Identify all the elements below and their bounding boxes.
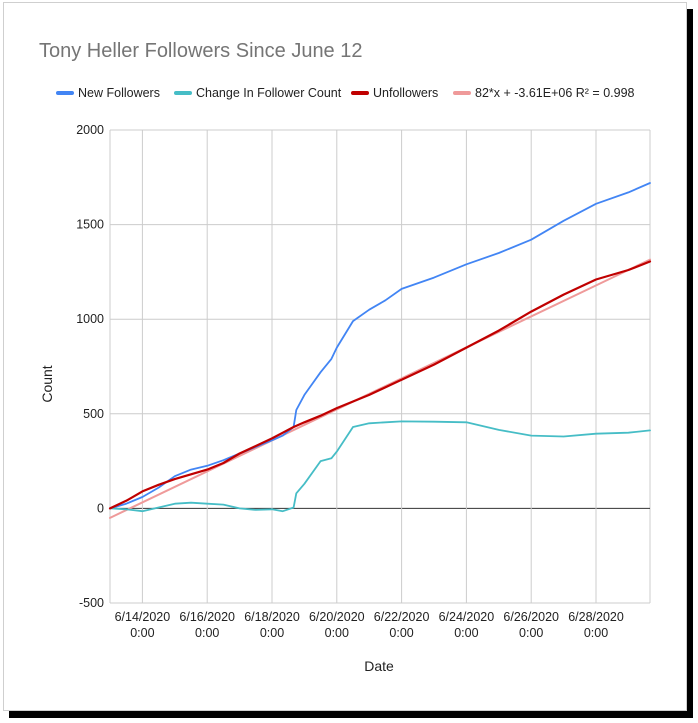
legend-label: Change In Follower Count — [196, 86, 342, 100]
legend: New Followers Change In Follower Count Unf… — [56, 86, 635, 100]
y-tick-label: 2000 — [76, 123, 104, 137]
legend-label: New Followers — [78, 86, 160, 100]
chart-title: Tony Heller Followers Since June 12 — [39, 40, 363, 62]
y-axis: -500 0 500 1000 1500 2000 — [76, 123, 104, 610]
series-line-1 — [109, 420, 651, 513]
chart-canvas: Tony Heller Followers Since June 12 New … — [39, 40, 652, 674]
x-tick-label-time: 0:00 — [325, 626, 349, 640]
grid — [109, 129, 651, 604]
series-line-2 — [108, 260, 652, 510]
x-tick-label-time: 0:00 — [454, 626, 478, 640]
y-tick-label: 0 — [97, 501, 104, 515]
x-tick-label-date: 6/28/2020 — [568, 610, 624, 624]
y-tick-label: 500 — [83, 407, 104, 421]
x-tick-label-time: 0:00 — [389, 626, 413, 640]
y-tick-label: 1500 — [76, 218, 104, 232]
x-tick-label-date: 6/16/2020 — [179, 610, 235, 624]
x-tick-label-time: 0:00 — [519, 626, 543, 640]
y-axis-title: Count — [39, 365, 55, 402]
x-tick-label-date: 6/18/2020 — [244, 610, 300, 624]
chart-card: Tony Heller Followers Since June 12 New … — [3, 2, 687, 711]
x-tick-label-date: 6/22/2020 — [374, 610, 430, 624]
x-tick-label-time: 0:00 — [195, 626, 219, 640]
x-tick-label-date: 6/24/2020 — [439, 610, 495, 624]
x-tick-label-date: 6/20/2020 — [309, 610, 365, 624]
y-tick-label: -500 — [79, 596, 104, 610]
x-tick-label-date: 6/26/2020 — [503, 610, 559, 624]
y-tick-label: 1000 — [76, 312, 104, 326]
series-line-0 — [109, 182, 651, 510]
legend-label: 82*x + -3.61E+06 R² = 0.998 — [475, 86, 635, 100]
x-tick-label-time: 0:00 — [584, 626, 608, 640]
x-axis-title: Date — [364, 658, 394, 674]
legend-label: Unfollowers — [373, 86, 438, 100]
x-tick-label-time: 0:00 — [260, 626, 284, 640]
series-layer — [108, 182, 652, 519]
x-axis: 6/14/2020 0:00 6/16/2020 0:00 6/18/2020 0:00 6… — [115, 610, 624, 640]
x-tick-label-date: 6/14/2020 — [115, 610, 171, 624]
x-tick-label-time: 0:00 — [130, 626, 154, 640]
